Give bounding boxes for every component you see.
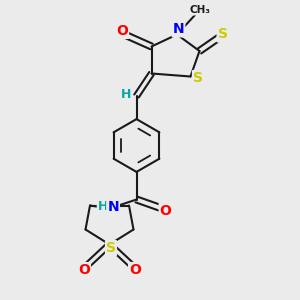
Text: O: O — [116, 24, 128, 38]
Text: N: N — [107, 200, 119, 214]
Text: N: N — [173, 22, 184, 36]
Text: S: S — [193, 71, 203, 85]
Text: S: S — [218, 28, 228, 41]
Text: O: O — [129, 263, 141, 277]
Text: O: O — [78, 263, 90, 277]
Text: O: O — [160, 204, 172, 218]
Text: S: S — [106, 241, 116, 255]
Text: CH₃: CH₃ — [189, 4, 210, 15]
Text: H: H — [121, 88, 131, 101]
Text: H: H — [98, 200, 108, 214]
